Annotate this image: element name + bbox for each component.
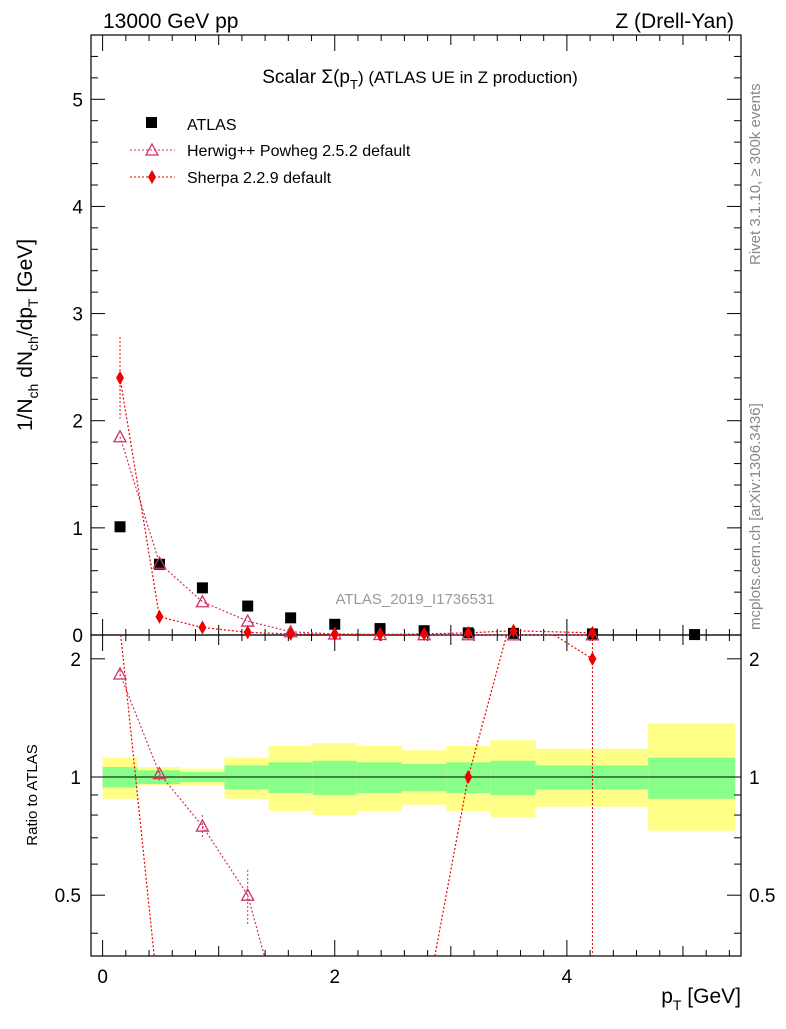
legend-herwig-marker	[144, 142, 160, 156]
sherpa-point	[286, 626, 295, 641]
main-title: Scalar Σ(pT) (ATLAS UE in Z production)	[262, 67, 578, 92]
sherpa-ratio-line	[120, 634, 155, 957]
side-text-mcplots: mcplots.cern.ch [arXiv:1306.3436]	[747, 403, 764, 630]
atlas-point	[196, 582, 208, 594]
ratio-data-marks	[112, 634, 597, 957]
ratio-ytick-label: 0.5	[55, 886, 81, 907]
atlas-point	[689, 629, 701, 641]
ratio-band-inner	[490, 760, 536, 795]
ratio-ytick-label: 1	[70, 768, 81, 789]
xlabel-b: [GeV]	[681, 985, 741, 1008]
herwig-ratio-point	[195, 818, 210, 832]
sherpa-point	[155, 609, 164, 624]
main-axis-ticks: 0 1 2 3 4 5	[72, 34, 741, 647]
atlas-point	[153, 558, 165, 570]
ratio-xtick-label: 4	[562, 967, 573, 988]
herwig-point	[195, 594, 210, 608]
ratio-panel	[91, 723, 741, 831]
sherpa-point	[243, 625, 252, 640]
header-right: Z (Drell-Yan)	[615, 10, 734, 33]
ratio-axis-ticks: 0 2 4 0.5 0.5 1 1 2 2	[55, 635, 775, 988]
ylabel-c: /dp	[14, 307, 37, 336]
sherpa-point	[509, 623, 518, 638]
herwig-point	[506, 627, 521, 641]
legend: ATLAS Herwig++ Powheg 2.5.2 default Sher…	[130, 117, 411, 187]
sherpa-point	[588, 625, 597, 640]
herwig-point	[240, 613, 255, 627]
atlas-point	[329, 618, 341, 630]
main-data-marks	[112, 337, 701, 642]
atlas-point	[285, 612, 297, 624]
side-text-rivet: Rivet 3.1.10, ≥ 300k events	[747, 83, 764, 265]
herwig-ratio-point	[240, 887, 255, 901]
main-ytick-label: 5	[72, 90, 83, 111]
main-ytick-label: 3	[72, 305, 83, 326]
ylabel-b-sub: ch	[25, 336, 41, 351]
ratio-band-inner	[312, 760, 357, 795]
sherpa-point	[376, 627, 385, 642]
legend-sherpa-label: Sherpa 2.2.9 default	[187, 170, 332, 187]
ratio-ylabel: Ratio to ATLAS	[24, 744, 41, 845]
xlabel-a-sub: T	[673, 997, 682, 1013]
xlabel-a: p	[661, 985, 673, 1008]
ratio-ytick-label-right: 1	[749, 768, 760, 789]
herwig-ratio-line	[159, 773, 203, 827]
herwig-ratio-line	[247, 895, 265, 957]
herwig-point	[152, 555, 167, 569]
ratio-band-inner	[648, 757, 736, 799]
sherpa-ratio-point	[588, 651, 597, 666]
ratio-xtick-label: 2	[329, 967, 340, 988]
main-ytick-label: 1	[72, 519, 83, 540]
sherpa-point	[420, 626, 429, 641]
herwig-ratio-line	[119, 673, 161, 774]
header-left: 13000 GeV pp	[103, 10, 238, 33]
main-ytick-label: 4	[72, 197, 83, 218]
main-title-prefix: Scalar Σ(p	[262, 67, 350, 88]
main-ylabel: 1/Nch dNch/dpT [GeV]	[14, 239, 41, 431]
watermark: ATLAS_2019_I1736531	[335, 591, 494, 608]
herwig-point	[112, 429, 128, 443]
sherpa-point	[464, 625, 473, 640]
ylabel-b: dN	[14, 351, 37, 384]
sherpa-point	[116, 370, 125, 385]
ratio-ytick-label: 2	[70, 650, 81, 671]
sherpa-ratio-line	[553, 634, 593, 660]
herwig-ratio-point	[152, 766, 167, 780]
legend-atlas-marker	[146, 117, 157, 128]
main-ytick-label: 2	[72, 412, 83, 433]
atlas-point	[114, 521, 126, 533]
legend-sherpa-marker	[148, 170, 156, 184]
sherpa-point	[198, 620, 207, 635]
herwig-line	[119, 436, 593, 636]
ylabel-a: 1/N	[14, 398, 37, 431]
herwig-ratio-line	[201, 825, 249, 896]
atlas-point	[242, 600, 254, 612]
main-title-suffix: ) (ATLAS UE in Z production)	[358, 68, 578, 87]
main-title-sub: T	[350, 77, 358, 92]
herwig-ratio-point	[112, 666, 128, 680]
ratio-band-inner	[402, 763, 447, 792]
sherpa-point	[330, 627, 339, 642]
ratio-ytick-label-right: 0.5	[749, 886, 775, 907]
ylabel-d: [GeV]	[14, 239, 37, 299]
ratio-ytick-label-right: 2	[749, 650, 760, 671]
main-ytick-label: 0	[72, 626, 83, 647]
ratio-band-inner	[268, 762, 313, 794]
legend-atlas-label: ATLAS	[187, 117, 237, 134]
legend-herwig-label: Herwig++ Powheg 2.5.2 default	[187, 143, 411, 160]
ylabel-a-sub: ch	[25, 384, 41, 399]
xlabel: pT [GeV]	[661, 985, 741, 1013]
ratio-xtick-label: 0	[97, 967, 108, 988]
sherpa-ratio-line	[467, 634, 508, 778]
sherpa-ratio-point	[464, 770, 473, 785]
ratio-band-inner	[356, 762, 403, 794]
ylabel-c-sub: T	[25, 298, 41, 307]
